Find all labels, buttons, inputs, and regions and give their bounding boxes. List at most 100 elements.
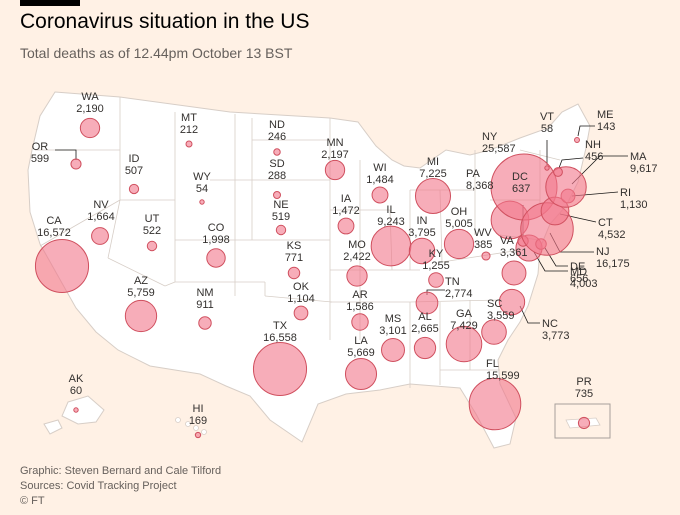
state-code-label-nc: NC bbox=[542, 318, 558, 330]
deaths-label-wv: 385 bbox=[474, 239, 492, 251]
state-code-label-nh: NH bbox=[585, 139, 601, 151]
deaths-label-me: 143 bbox=[597, 121, 615, 133]
state-code-label-mt: MT bbox=[181, 112, 197, 124]
state-code-label-nm: NM bbox=[196, 287, 213, 299]
chart-title: Coronavirus situation in the US bbox=[20, 10, 310, 33]
deaths-label-wy: 54 bbox=[196, 183, 208, 195]
bubble-nm bbox=[198, 316, 212, 330]
alaska-shape bbox=[61, 395, 105, 425]
deaths-label-id: 507 bbox=[125, 165, 143, 177]
state-code-label-wi: WI bbox=[373, 162, 386, 174]
deaths-label-ia: 1,472 bbox=[332, 205, 360, 217]
deaths-label-ca: 16,572 bbox=[37, 227, 71, 239]
bubble-wi bbox=[371, 186, 389, 204]
state-code-label-wv: WV bbox=[474, 227, 492, 239]
deaths-label-nh: 456 bbox=[585, 151, 603, 163]
bubble-ga bbox=[445, 325, 483, 363]
state-code-label-wa: WA bbox=[81, 91, 99, 103]
bubble-al bbox=[413, 336, 437, 360]
state-code-label-ny: NY bbox=[482, 131, 498, 143]
state-code-label-mo: MO bbox=[348, 239, 366, 251]
state-code-label-nd: ND bbox=[269, 119, 285, 131]
deaths-label-ks: 771 bbox=[285, 252, 303, 264]
deaths-label-nj: 16,175 bbox=[596, 258, 630, 270]
deaths-label-ny: 25,587 bbox=[482, 143, 516, 155]
deaths-label-ar: 1,586 bbox=[346, 301, 374, 313]
source-credit: Sources: Covid Tracking Project bbox=[20, 480, 177, 492]
deaths-label-la: 5,669 bbox=[347, 347, 375, 359]
bubble-mi bbox=[414, 177, 452, 215]
bubble-ia bbox=[337, 217, 355, 235]
state-code-label-la: LA bbox=[354, 335, 368, 347]
state-code-label-il: IL bbox=[386, 204, 395, 216]
state-code-label-ky: KY bbox=[429, 248, 444, 260]
deaths-label-nd: 246 bbox=[268, 131, 286, 143]
deaths-label-ma: 9,617 bbox=[630, 163, 658, 175]
deaths-label-pa: 8,368 bbox=[466, 180, 494, 192]
bubble-il bbox=[370, 225, 412, 267]
bubble-nd bbox=[273, 148, 281, 156]
bubble-az bbox=[124, 299, 158, 333]
bubble-mt bbox=[185, 140, 193, 148]
state-code-label-ca: CA bbox=[46, 215, 62, 227]
state-border-line bbox=[107, 257, 166, 287]
bubble-wy bbox=[199, 199, 205, 205]
state-code-label-tx: TX bbox=[273, 320, 288, 332]
state-code-label-hi: HI bbox=[193, 403, 204, 415]
state-code-label-vt: VT bbox=[540, 111, 554, 123]
deaths-label-ri: 1,130 bbox=[620, 199, 648, 211]
bubble-ms bbox=[381, 338, 405, 362]
deaths-label-ak: 60 bbox=[70, 385, 82, 397]
bubble-co bbox=[206, 248, 226, 268]
hawaii-island-shape bbox=[185, 421, 191, 427]
state-code-label-ak: AK bbox=[69, 373, 84, 385]
state-code-label-ks: KS bbox=[287, 240, 302, 252]
deaths-label-ok: 1,104 bbox=[287, 293, 315, 305]
deaths-label-nv: 1,664 bbox=[87, 211, 115, 223]
hawaii-island-shape bbox=[193, 425, 199, 431]
state-code-label-tn: TN bbox=[445, 276, 460, 288]
deaths-label-hi: 169 bbox=[189, 415, 207, 427]
deaths-label-ky: 1,255 bbox=[422, 260, 450, 272]
deaths-label-mi: 7,225 bbox=[419, 168, 447, 180]
bubble-ma bbox=[545, 166, 587, 208]
state-code-label-pr: PR bbox=[576, 376, 591, 388]
deaths-label-ut: 522 bbox=[143, 225, 161, 237]
alaska-peninsula-shape bbox=[43, 419, 63, 435]
state-code-label-ms: MS bbox=[385, 313, 402, 325]
state-code-label-ok: OK bbox=[293, 281, 310, 293]
state-code-label-md: MD bbox=[570, 266, 587, 278]
state-code-label-al: AL bbox=[418, 311, 431, 323]
bubble-tx bbox=[252, 341, 308, 397]
state-code-label-mn: MN bbox=[326, 137, 343, 149]
state-border-line bbox=[39, 199, 121, 247]
bubble-ky bbox=[428, 272, 444, 288]
bubble-ut bbox=[146, 240, 158, 252]
deaths-label-or: 599 bbox=[31, 153, 49, 165]
deaths-label-oh: 5,005 bbox=[445, 218, 473, 230]
state-code-label-ar: AR bbox=[352, 289, 367, 301]
leader-line-or bbox=[55, 149, 77, 160]
deaths-label-wa: 2,190 bbox=[76, 103, 104, 115]
deaths-label-sc: 3,559 bbox=[487, 310, 515, 322]
label-layer: WA2,190OR599CA16,572NV1,664ID507MT212WY5… bbox=[31, 91, 658, 427]
state-code-label-or: OR bbox=[32, 141, 49, 153]
deaths-label-tx: 16,558 bbox=[263, 332, 297, 344]
leader-line-me bbox=[577, 125, 595, 137]
deaths-label-vt: 58 bbox=[541, 123, 553, 135]
state-code-label-in: IN bbox=[417, 215, 428, 227]
deaths-label-sd: 288 bbox=[268, 170, 286, 182]
deaths-label-pr: 735 bbox=[575, 388, 593, 400]
bubble-wv bbox=[481, 251, 491, 261]
state-code-label-id: ID bbox=[129, 153, 140, 165]
bubble-or bbox=[70, 158, 82, 170]
deaths-label-co: 1,998 bbox=[202, 234, 230, 246]
deaths-label-mn: 2,197 bbox=[321, 149, 349, 161]
bubble-me bbox=[574, 137, 580, 143]
deaths-label-az: 5,759 bbox=[127, 287, 155, 299]
state-code-label-ga: GA bbox=[456, 308, 473, 320]
state-code-label-ia: IA bbox=[341, 193, 352, 205]
bubble-mn bbox=[324, 159, 346, 181]
state-border-line bbox=[164, 281, 176, 287]
